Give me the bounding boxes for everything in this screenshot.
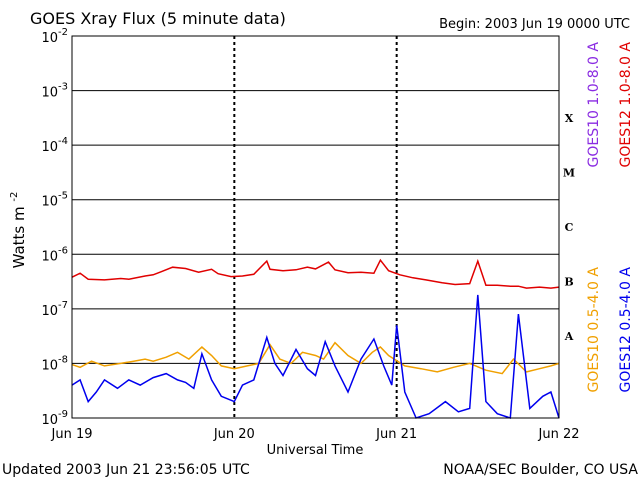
series-line [71,294,560,420]
y-axis-label-sup: -2 [9,192,20,202]
y-tick-exp: -3 [58,82,68,93]
series-layer [71,258,560,420]
flare-class-label: X [565,112,574,125]
y-tick-base: 10 [41,413,58,428]
x-tick-label: Jun 22 [538,427,580,442]
y-tick-label: 10-8 [41,354,68,373]
series-line [71,341,560,375]
x-tick-label: Jun 20 [213,427,255,442]
gridlines [72,36,559,418]
svg-text:Watts m -2: Watts m -2 [9,192,28,269]
credit-label: NOAA/SEC Boulder, CO USA [443,462,638,478]
y-tick-base: 10 [41,86,58,101]
y-tick-exp: -9 [58,409,68,420]
x-tick-label: Jun 19 [51,427,93,442]
updated-label: Updated 2003 Jun 21 23:56:05 UTC [2,462,250,478]
y-tick-labels: 10-910-810-710-610-510-410-310-2 [41,27,68,428]
y-tick-label: 10-7 [41,300,68,319]
y-tick-label: 10-4 [41,136,68,155]
legend-entry: GOES12 1.0-8.0 A [618,42,634,168]
legend-entry: GOES10 1.0-8.0 A [586,42,602,168]
y-tick-base: 10 [41,304,58,319]
y-tick-base: 10 [41,195,58,210]
begin-label: Begin: 2003 Jun 19 0000 UTC [439,17,630,32]
y-tick-label: 10-6 [41,245,68,264]
y-tick-label: 10-9 [41,409,68,428]
y-tick-base: 10 [41,31,58,46]
y-axis-label-text: Watts m [10,206,28,268]
y-tick-label: 10-2 [41,27,68,46]
y-tick-exp: -5 [58,191,68,202]
x-axis-label: Universal Time [267,443,364,458]
y-tick-exp: -2 [58,27,68,38]
y-tick-base: 10 [41,140,58,155]
y-tick-label: 10-3 [41,82,68,101]
flare-class-label: B [564,276,573,289]
legend: GOES10 1.0-8.0 A GOES12 1.0-8.0 A GOES10 0… [586,42,634,393]
legend-entry: GOES12 0.5-4.0 A [618,267,634,393]
flare-class-label: M [563,166,575,179]
y-tick-exp: -6 [58,245,68,256]
y-tick-exp: -7 [58,300,68,311]
y-axis-label: Watts m -2 [9,192,28,269]
flare-class-label: C [565,221,574,234]
legend-entry: GOES10 0.5-4.0 A [586,267,602,393]
y-tick-base: 10 [41,358,58,373]
plot-frame [71,35,560,419]
chart-title: GOES Xray Flux (5 minute data) [30,9,286,28]
y-tick-label: 10-5 [41,191,68,210]
x-tick-label: Jun 21 [375,427,417,442]
series-line [71,258,560,289]
flare-class-label: A [564,330,574,343]
y-tick-exp: -8 [58,354,68,365]
x-tick-labels: Jun 19 Jun 20 Jun 21 Jun 22 [51,427,580,442]
y-tick-base: 10 [41,249,58,264]
flare-class-labels: A B C M X [563,112,575,343]
y-tick-exp: -4 [58,136,68,147]
